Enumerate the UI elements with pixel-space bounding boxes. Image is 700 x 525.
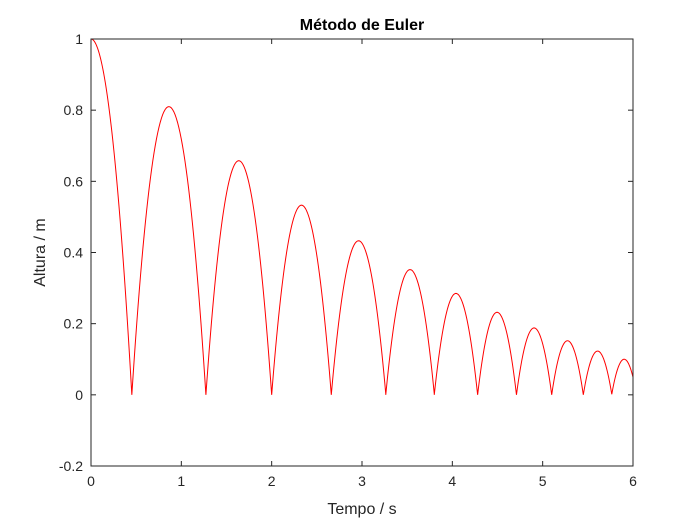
- series-line: [91, 39, 633, 395]
- y-tick-label: 1: [75, 31, 83, 47]
- x-tick-label: 0: [87, 473, 95, 489]
- y-tick-label: 0.4: [64, 245, 84, 261]
- y-tick-label: -0.2: [59, 458, 83, 474]
- x-tick-label: 4: [448, 473, 456, 489]
- y-tick-label: 0: [75, 387, 83, 403]
- x-tick-label: 5: [539, 473, 547, 489]
- y-tick-label: 0.8: [64, 102, 84, 118]
- x-tick-label: 2: [268, 473, 276, 489]
- x-tick-label: 6: [629, 473, 637, 489]
- y-tick-label: 0.2: [64, 316, 84, 332]
- plot-area: [91, 39, 633, 466]
- x-tick-label: 3: [358, 473, 366, 489]
- y-tick-label: 0.6: [64, 173, 84, 189]
- x-tick-label: 1: [177, 473, 185, 489]
- x-axis-label: Tempo / s: [327, 501, 396, 518]
- chart-title: Método de Euler: [300, 17, 424, 34]
- y-axis-label: Altura / m: [32, 218, 49, 286]
